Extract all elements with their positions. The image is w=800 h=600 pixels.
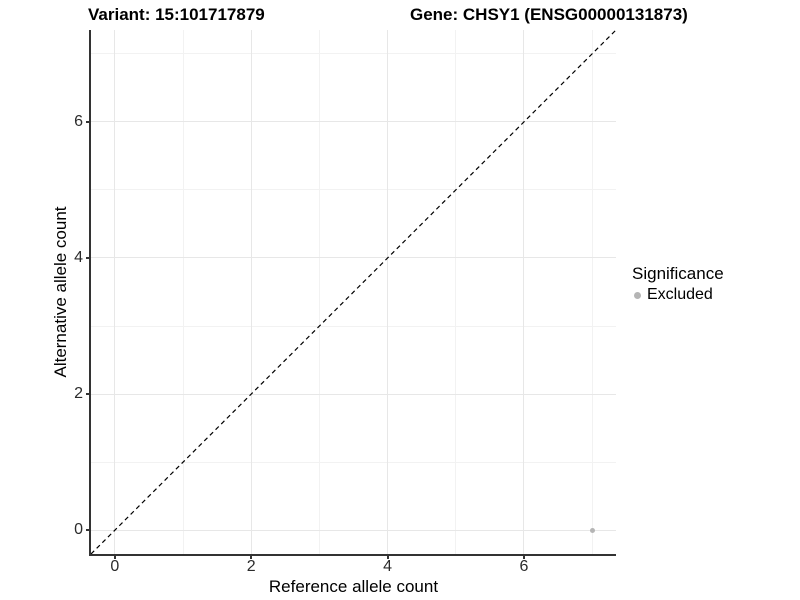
x-tick-mark	[113, 554, 116, 559]
minor-gridline-vertical	[455, 30, 457, 554]
x-tick-mark	[250, 554, 253, 559]
minor-gridline-horizontal	[91, 325, 616, 327]
x-tick-label: 2	[246, 558, 256, 575]
data-point	[589, 527, 595, 533]
legend-item-label: Excluded	[647, 286, 713, 303]
legend-point-icon	[634, 291, 641, 299]
major-gridline-horizontal	[91, 121, 616, 123]
minor-gridline-vertical	[182, 30, 184, 554]
minor-gridline-vertical	[318, 30, 320, 554]
major-gridline-vertical	[114, 30, 116, 554]
x-axis-title: Reference allele count	[268, 577, 439, 596]
y-tick-label: 0	[74, 521, 83, 539]
x-tick-label: 4	[383, 558, 393, 575]
legend-title: Significance	[632, 264, 724, 283]
major-gridline-vertical	[523, 30, 525, 554]
y-tick-mark	[86, 529, 91, 532]
y-tick-label: 4	[74, 248, 83, 266]
x-tick-mark	[522, 554, 525, 559]
major-gridline-horizontal	[91, 529, 616, 531]
minor-gridline-horizontal	[91, 189, 616, 191]
major-gridline-vertical	[250, 30, 252, 554]
minor-gridline-horizontal	[91, 461, 616, 463]
major-gridline-horizontal	[91, 393, 616, 395]
y-tick-label: 6	[74, 112, 83, 130]
major-gridline-horizontal	[91, 257, 616, 259]
plot-title-variant: Variant: 15:101717879	[88, 5, 265, 24]
x-tick-label: 0	[110, 558, 120, 575]
major-gridline-vertical	[387, 30, 389, 554]
x-tick-label: 6	[519, 558, 529, 575]
minor-gridline-vertical	[591, 30, 593, 554]
plot-panel	[89, 30, 616, 556]
y-tick-label: 2	[74, 385, 83, 403]
legend-items: Excluded	[631, 286, 799, 304]
legend-item: Excluded	[631, 286, 799, 304]
y-tick-mark	[86, 393, 91, 396]
legend: Significance Excluded	[631, 264, 799, 304]
minor-gridline-horizontal	[91, 53, 616, 55]
y-tick-mark	[86, 120, 91, 123]
x-tick-mark	[386, 554, 389, 559]
y-tick-mark	[86, 256, 91, 259]
y-axis-title: Alternative allele count	[51, 206, 70, 378]
identity-line	[91, 30, 616, 554]
plot-title-gene: Gene: CHSY1 (ENSG00000131873)	[410, 5, 688, 24]
